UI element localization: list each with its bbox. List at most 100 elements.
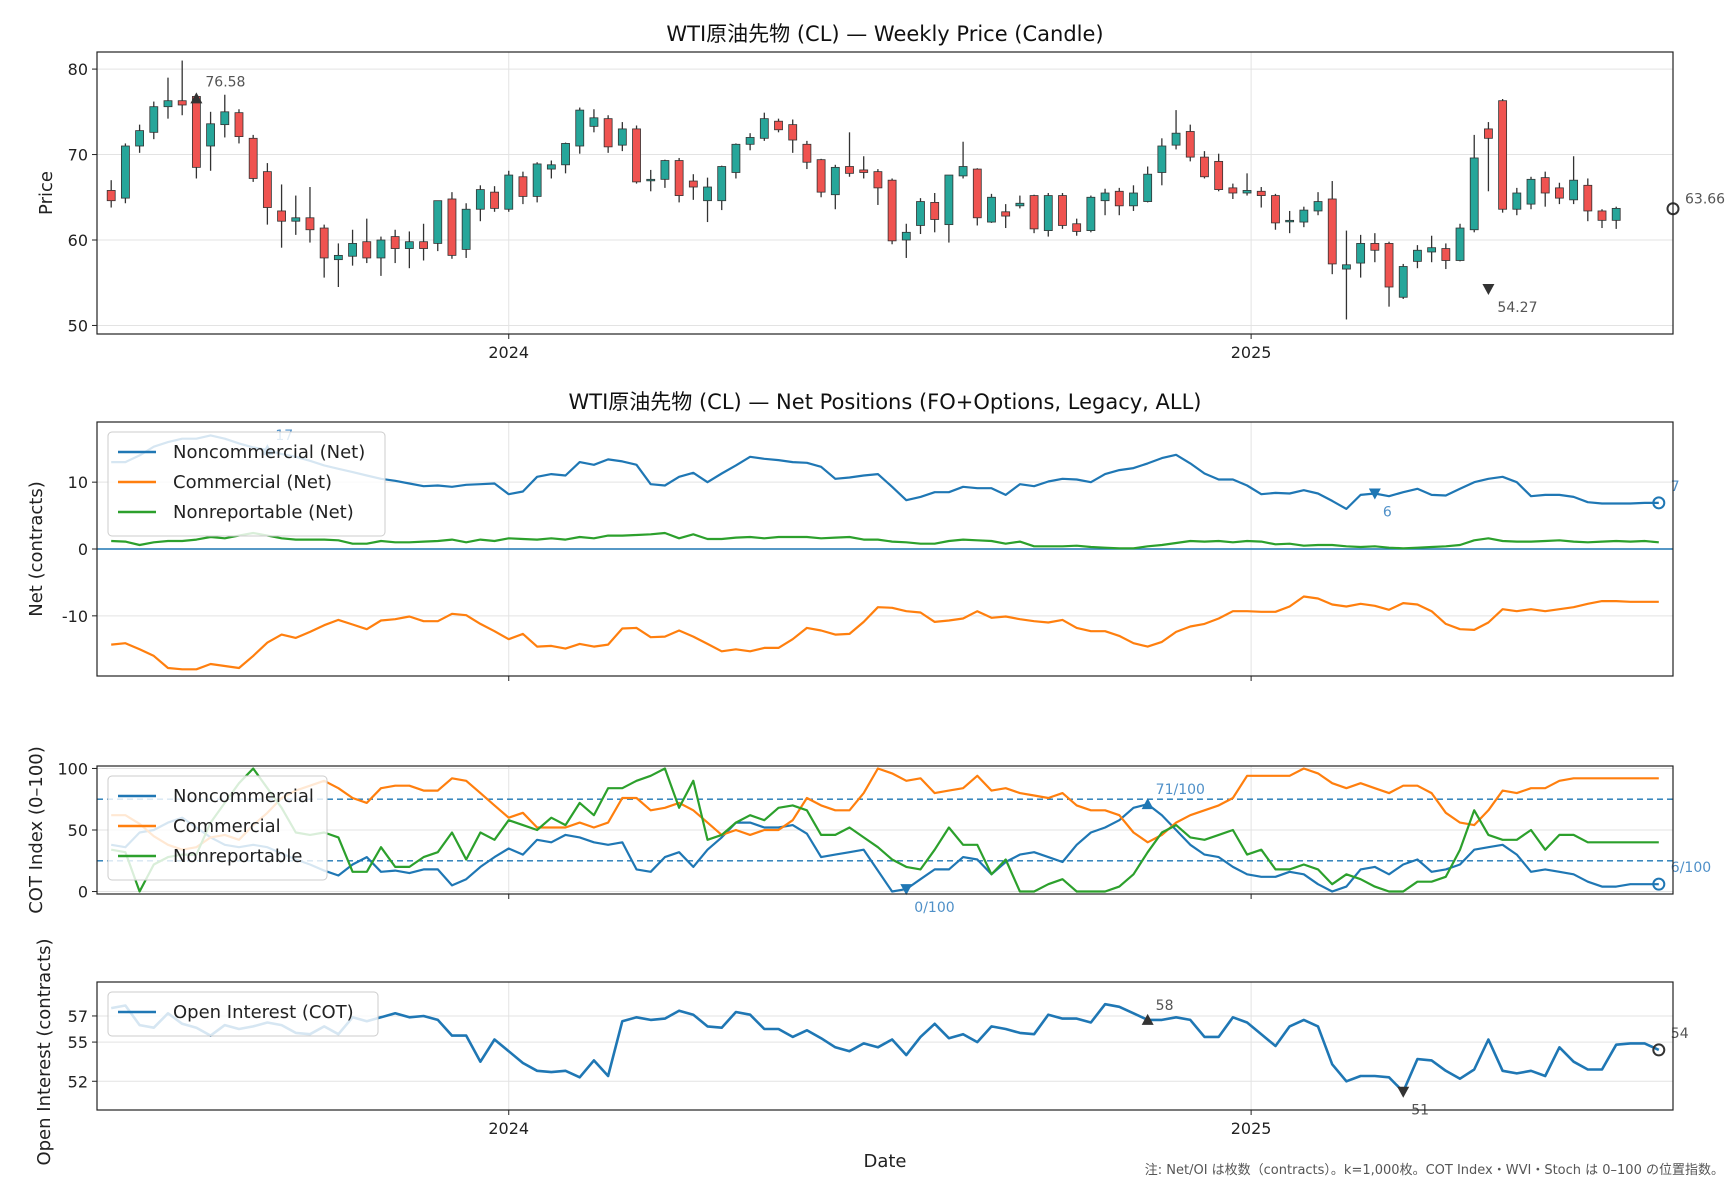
cot-index-panel: COT Index (0–100) 0 50 100 71/100 0/100 6/10… [26,746,1711,916]
price-plot-frame [96,51,1674,335]
series-line [111,767,1659,851]
candle-body [1299,209,1309,223]
candle-body [1327,198,1337,265]
cot-lines [97,767,1673,893]
legend-box [107,775,328,881]
candle-body [348,243,357,257]
legend-entry: Noncommercial (Net) [173,442,365,463]
candle-body [1469,157,1479,231]
candle-body [745,137,755,145]
candle-body [234,112,244,138]
last-marker-icon [1652,1043,1666,1057]
y-tick-label: 100 [57,759,88,778]
max-marker-icon [1141,798,1154,810]
candle-body [660,160,670,180]
oi-x-ticks: 2024 2025 [488,1110,1271,1138]
candle-body [504,174,514,210]
x-tick-label: 2025 [1231,343,1272,362]
oi-y-ticks: 52 55 57 [68,1007,97,1091]
min-marker-icon [1397,1086,1410,1098]
candle-body [1498,100,1508,210]
last-label: 6/100 [1671,860,1711,876]
candle-body [1129,192,1138,207]
cot-plot-frame [96,765,1674,895]
candle-body [1242,190,1252,194]
candle-body [1214,160,1224,190]
candle-body [319,227,329,259]
candle-body [575,109,585,147]
net-plot-frame [96,421,1674,677]
candle-body [603,118,613,148]
candle-body [419,241,428,249]
candle-body [376,239,386,259]
cot-annotations: 71/100 0/100 6/100 [900,782,1711,916]
min-marker-icon [900,884,913,896]
candle-body [703,186,712,202]
candle-body [589,117,599,127]
candle-body [1072,223,1082,232]
y-tick-label: 0 [78,883,88,902]
candle-body [646,178,656,182]
candle-body [1256,190,1266,196]
legend-entry: Nonreportable [173,846,302,867]
candle-body [1370,243,1380,251]
candle-body [220,111,230,126]
candle-body [830,166,840,196]
last-label: 54 [1671,1026,1689,1042]
candle-body [958,166,968,177]
legend-box [107,991,379,1037]
candle-body [135,130,144,147]
cot-y-axis-label: COT Index (0–100) [26,746,47,914]
candle-body [149,106,159,133]
candle-body [901,231,911,241]
candle-body [987,196,996,223]
net-positions-panel: WTI原油先物 (CL) — Net Positions (FO+Options… [26,390,1680,681]
y-tick-label: 55 [68,1033,88,1052]
candle-body [1484,128,1493,139]
y-tick-label: 50 [68,821,88,840]
candle-body [546,164,556,170]
candle-body [163,100,173,108]
y-tick-label: 80 [68,60,88,79]
cot-y-ticks: 0 50 100 [57,759,97,902]
min-label: 51 [1411,1103,1429,1119]
candle-body [859,169,869,173]
candle-body [774,120,783,131]
price-chart-title: WTI原油先物 (CL) — Weekly Price (Candle) [666,22,1103,46]
y-tick-label: -10 [62,607,88,626]
max-label: 76.58 [205,74,245,90]
candle-body [362,241,372,259]
candle-body [759,118,769,139]
candle-body [1512,192,1522,210]
candle-body [1058,195,1067,226]
candle-body [1015,202,1025,207]
last-label: 63.66 [1685,192,1725,208]
candle-body [788,124,798,141]
candle-body [1413,249,1422,262]
x-tick-label: 2024 [488,343,529,362]
last-marker-icon [1652,496,1666,510]
candle-body [291,217,301,222]
candle-body [262,171,272,208]
candle-body [206,123,215,147]
candle-body [916,201,925,226]
legend-box [107,431,386,537]
min-label: 0/100 [914,900,954,916]
y-tick-label: 10 [68,473,88,492]
series-line [111,531,1659,550]
price-x-ticks: 2024 2025 [488,334,1271,362]
y-tick-label: 50 [68,316,88,335]
candle-body [1569,179,1579,201]
candle-body [1185,131,1195,158]
max-label: 71/100 [1156,782,1205,798]
y-tick-label: 57 [68,1007,88,1026]
y-tick-label: 60 [68,231,88,250]
last-marker-icon [1652,877,1666,891]
max-marker-icon [1141,1013,1154,1025]
legend-entry: Commercial [173,816,281,837]
candle-body [1427,247,1437,253]
max-label: 58 [1156,998,1174,1014]
min-label: 6 [1383,505,1392,521]
price-y-axis-label: Price [36,171,57,215]
